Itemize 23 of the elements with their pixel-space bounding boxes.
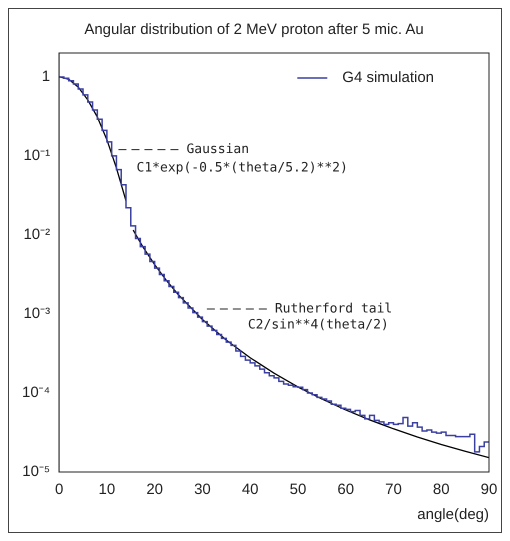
x-tick-label: 40 [242,481,259,498]
x-tick-label: 60 [337,481,354,498]
x-axis-title: angle(deg) [417,506,490,524]
y-tick-label: 10⁻⁴ [22,384,50,402]
x-tick-label: 70 [385,481,402,498]
y-tick-label: 10⁻⁵ [22,463,50,480]
x-tick-label: 80 [432,481,450,498]
annotation: C2/sin**4(theta/2) [248,318,389,333]
chart-title: Angular distribution of 2 MeV proton after 5 mic. Au [84,21,424,38]
x-tick-label: 0 [54,481,64,498]
x-tick-label: 10 [98,481,116,498]
y-tick-label: 10⁻¹ [23,146,50,164]
y-tick-label: 10⁻² [23,226,50,244]
annotation: Rutherford tail [274,301,392,316]
annotation: Gaussian [186,142,250,157]
x-tick-label: 30 [194,481,211,498]
legend-label: G4 simulation [342,69,434,86]
annotation: C1*exp(-0.5*(theta/5.2)**2) [136,160,348,176]
y-tick-label: 10⁻³ [23,305,50,322]
y-tick-label: 1 [42,68,50,85]
x-tick-label: 20 [146,481,163,498]
x-tick-label: 90 [480,481,498,498]
x-tick-label: 50 [290,481,306,498]
